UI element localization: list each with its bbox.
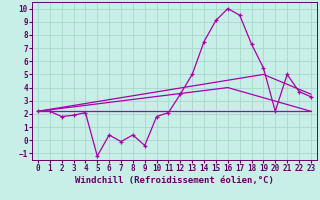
X-axis label: Windchill (Refroidissement éolien,°C): Windchill (Refroidissement éolien,°C) xyxy=(75,176,274,185)
